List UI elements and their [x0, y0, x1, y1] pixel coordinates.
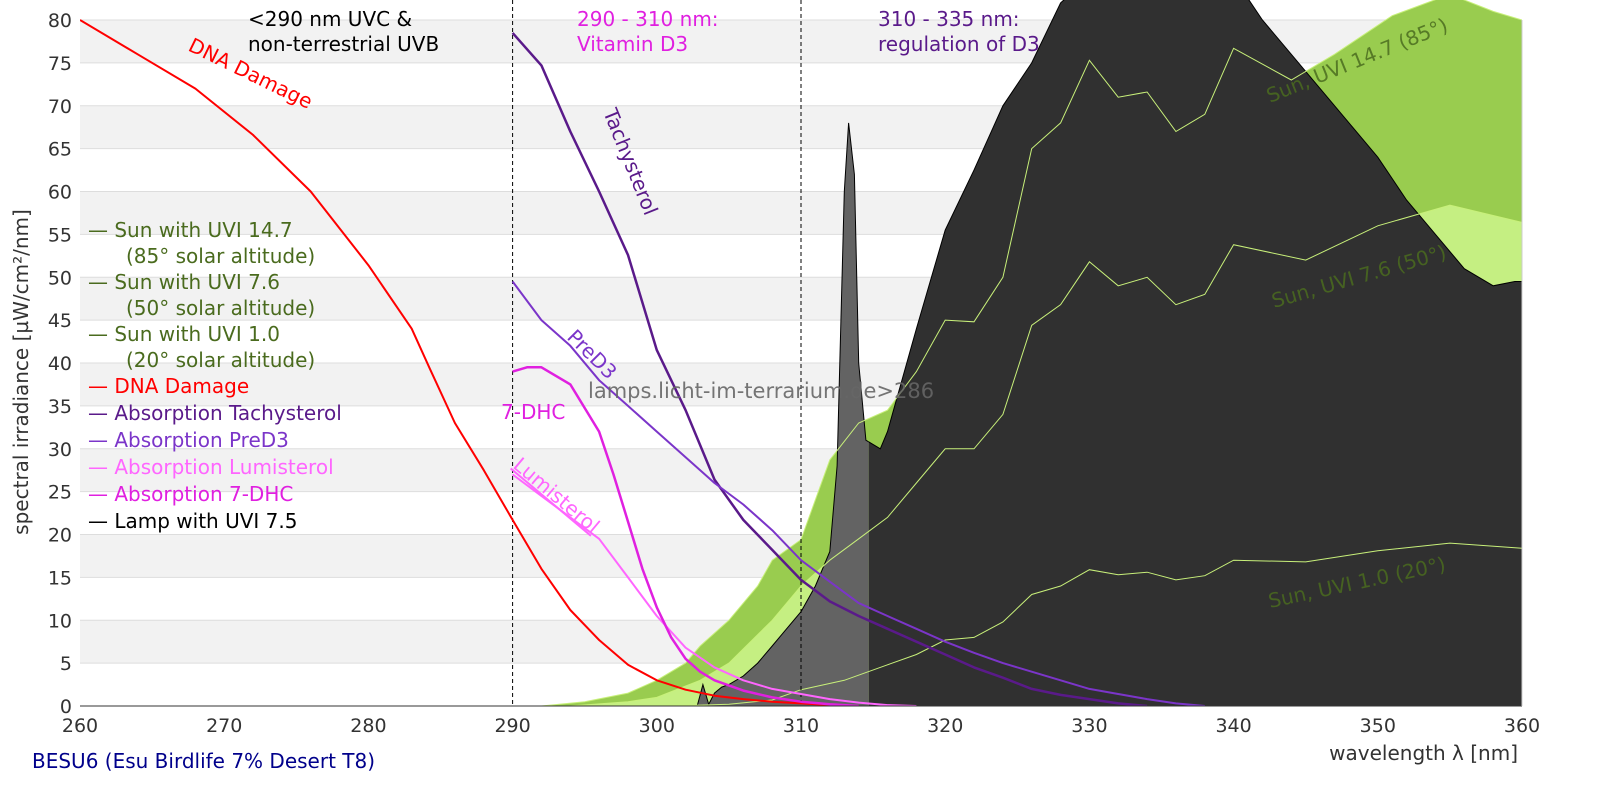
x-tick-label: 290 — [494, 715, 530, 737]
lamp-fill-right — [868, 0, 1522, 706]
absorption-7-dhc-line — [512, 366, 859, 706]
region-label-uvc-1: <290 nm UVC & — [248, 7, 412, 31]
y-tick-label: 80 — [48, 10, 72, 32]
legend-sublabel: (85° solar altitude) — [126, 244, 315, 268]
legend-label: — Absorption 7-DHC — [88, 482, 293, 506]
legend-label: — Absorption Lumisterol — [88, 455, 334, 479]
y-tick-label: 45 — [48, 310, 72, 332]
region-label-uvc-2: non-terrestrial UVB — [248, 32, 439, 56]
y-tick-label: 60 — [48, 182, 72, 204]
sun-uvi-7-6-line — [570, 204, 1522, 706]
dna-damage-line — [80, 19, 859, 706]
legend-label: — Sun with UVI 14.7 — [88, 218, 293, 242]
x-tick-label: 260 — [62, 715, 98, 737]
y-tick-label: 40 — [48, 353, 72, 375]
curve-lines — [80, 0, 1522, 706]
legend-item: — Absorption Lumisterol — [88, 455, 334, 479]
y-tick-label: 75 — [48, 53, 72, 75]
x-tick-label: 340 — [1215, 715, 1251, 737]
legend-label: — Absorption PreD3 — [88, 428, 289, 452]
x-tick-label: 330 — [1071, 715, 1107, 737]
absorption-pred3-line — [511, 280, 1205, 706]
legend: — Sun with UVI 14.7(85° solar altitude)—… — [88, 218, 342, 533]
legend-sublabel: (50° solar altitude) — [126, 296, 315, 320]
legend-item: — Sun with UVI 7.6(50° solar altitude) — [88, 270, 315, 320]
legend-item: — Absorption 7-DHC — [88, 482, 293, 506]
y-axis-label: spectral irradiance [µW/cm²/nm] — [9, 209, 33, 535]
y-tick-label: 35 — [48, 396, 72, 418]
y-tick-label: 0 — [60, 696, 72, 718]
watermark: lamps.licht-im-terrarium.de>286 — [588, 379, 934, 403]
x-tick-label: 280 — [350, 715, 386, 737]
legend-item: — Lamp with UVI 7.5 — [88, 509, 297, 533]
lamp-fill-left — [696, 122, 869, 706]
region-label-reg-2: regulation of D3 — [878, 32, 1040, 56]
region-label-reg-1: 310 - 335 nm: — [878, 7, 1020, 31]
region-label-d3-1: 290 - 310 nm: — [577, 7, 719, 31]
y-tick-label: 50 — [48, 267, 72, 289]
legend-label: — Lamp with UVI 7.5 — [88, 509, 297, 533]
legend-item: — Absorption PreD3 — [88, 428, 289, 452]
x-tick-label: 350 — [1360, 715, 1396, 737]
y-tick-label: 70 — [48, 96, 72, 118]
chart-caption: BESU6 (Esu Birdlife 7% Desert T8) — [32, 749, 375, 773]
absorption-tachysterol-line — [511, 32, 1148, 706]
absorption-lumisterol-line — [512, 473, 917, 706]
axes: 260 270 280 290 300 310 320 330 340 350 360 0 5 10 15 2… — [48, 10, 1540, 737]
y-tick-label: 10 — [48, 610, 72, 632]
region-label-d3-2: Vitamin D3 — [577, 32, 688, 56]
area-fills — [541, 0, 1522, 706]
legend-label: — DNA Damage — [88, 374, 249, 398]
legend-sublabel: (20° solar altitude) — [126, 348, 315, 372]
legend-item: — Sun with UVI 14.7(85° solar altitude) — [88, 218, 315, 268]
legend-label: — Absorption Tachysterol — [88, 401, 342, 425]
sun-uvi-14-7-line — [541, 0, 1522, 706]
x-tick-label: 270 — [206, 715, 242, 737]
y-tick-label: 30 — [48, 439, 72, 461]
y-tick-label: 55 — [48, 224, 72, 246]
x-axis-label: wavelength λ [nm] — [1329, 741, 1518, 765]
x-tick-label: 320 — [927, 715, 963, 737]
legend-item: — Absorption Tachysterol — [88, 401, 342, 425]
y-tick-label: 65 — [48, 139, 72, 161]
x-tick-label: 360 — [1504, 715, 1540, 737]
x-tick-label: 310 — [783, 715, 819, 737]
label-7dhc: 7-DHC — [501, 400, 565, 424]
legend-item: — DNA Damage — [88, 374, 249, 398]
y-tick-label: 20 — [48, 525, 72, 547]
x-tick-label: 300 — [639, 715, 675, 737]
legend-label: — Sun with UVI 1.0 — [88, 322, 280, 346]
y-tick-label: 5 — [60, 653, 72, 675]
legend-item: — Sun with UVI 1.0(20° solar altitude) — [88, 322, 315, 372]
y-tick-label: 15 — [48, 567, 72, 589]
y-tick-label: 25 — [48, 482, 72, 504]
legend-label: — Sun with UVI 7.6 — [88, 270, 280, 294]
